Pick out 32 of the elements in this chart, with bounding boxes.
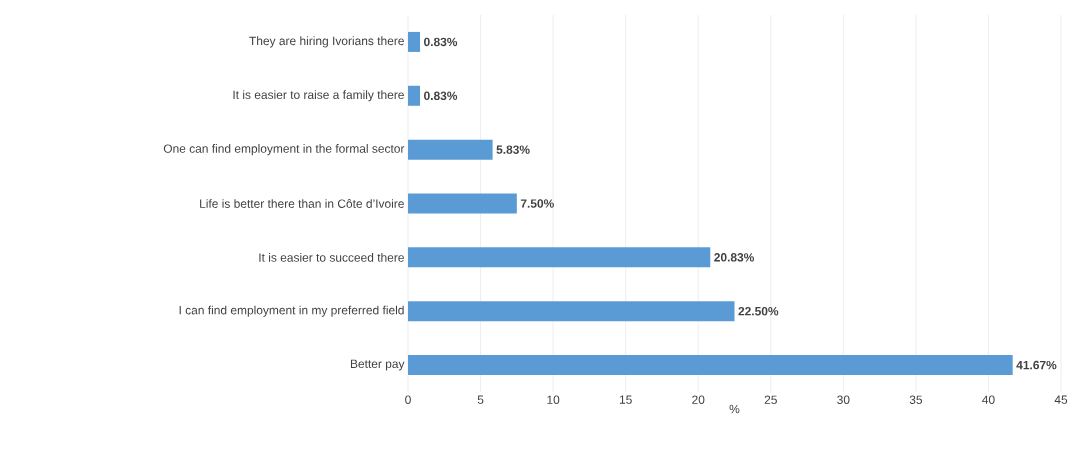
bar: [408, 247, 711, 268]
data-label: 0.83%: [424, 91, 458, 101]
x-tick-label: 20: [692, 395, 705, 404]
x-tick-label: 45: [1054, 395, 1068, 404]
y-tick-label: I can find employment in my preferred field: [179, 305, 404, 317]
x-tick-label: 35: [909, 395, 923, 404]
data-label: 7.50%: [520, 199, 554, 208]
y-tick-label: It is easier to succeed there: [259, 252, 404, 262]
x-tick-label: 30: [837, 395, 850, 404]
data-label: 41.67%: [1016, 360, 1057, 370]
x-tick-label: 25: [764, 395, 777, 404]
y-tick-label: Life is better there than in Côte d’Ivoire: [200, 199, 404, 208]
y-tick-label: Better pay: [350, 359, 405, 371]
x-axis-title: %: [729, 404, 740, 414]
y-tick-label: It is easier to raise a family there: [233, 90, 404, 102]
x-tick-label: 15: [619, 395, 632, 404]
bar: [408, 139, 493, 160]
y-tick-label: One can find employment in the formal sector: [163, 144, 405, 156]
x-tick-label: 10: [547, 395, 560, 404]
x-tick-label: 5: [477, 395, 484, 404]
data-label: 22.50%: [738, 306, 779, 316]
x-tick-label: 0: [405, 395, 411, 404]
bar: [408, 355, 1013, 376]
bar: [408, 193, 517, 214]
bar: [408, 85, 421, 106]
data-label: 5.83%: [496, 145, 530, 154]
y-tick-label: They are hiring Ivorians there: [249, 36, 404, 48]
data-label: 20.83%: [714, 253, 755, 262]
data-label: 0.83%: [424, 37, 458, 47]
x-tick-label: 40: [982, 395, 995, 404]
bar: [408, 31, 421, 52]
bar: [408, 301, 735, 322]
